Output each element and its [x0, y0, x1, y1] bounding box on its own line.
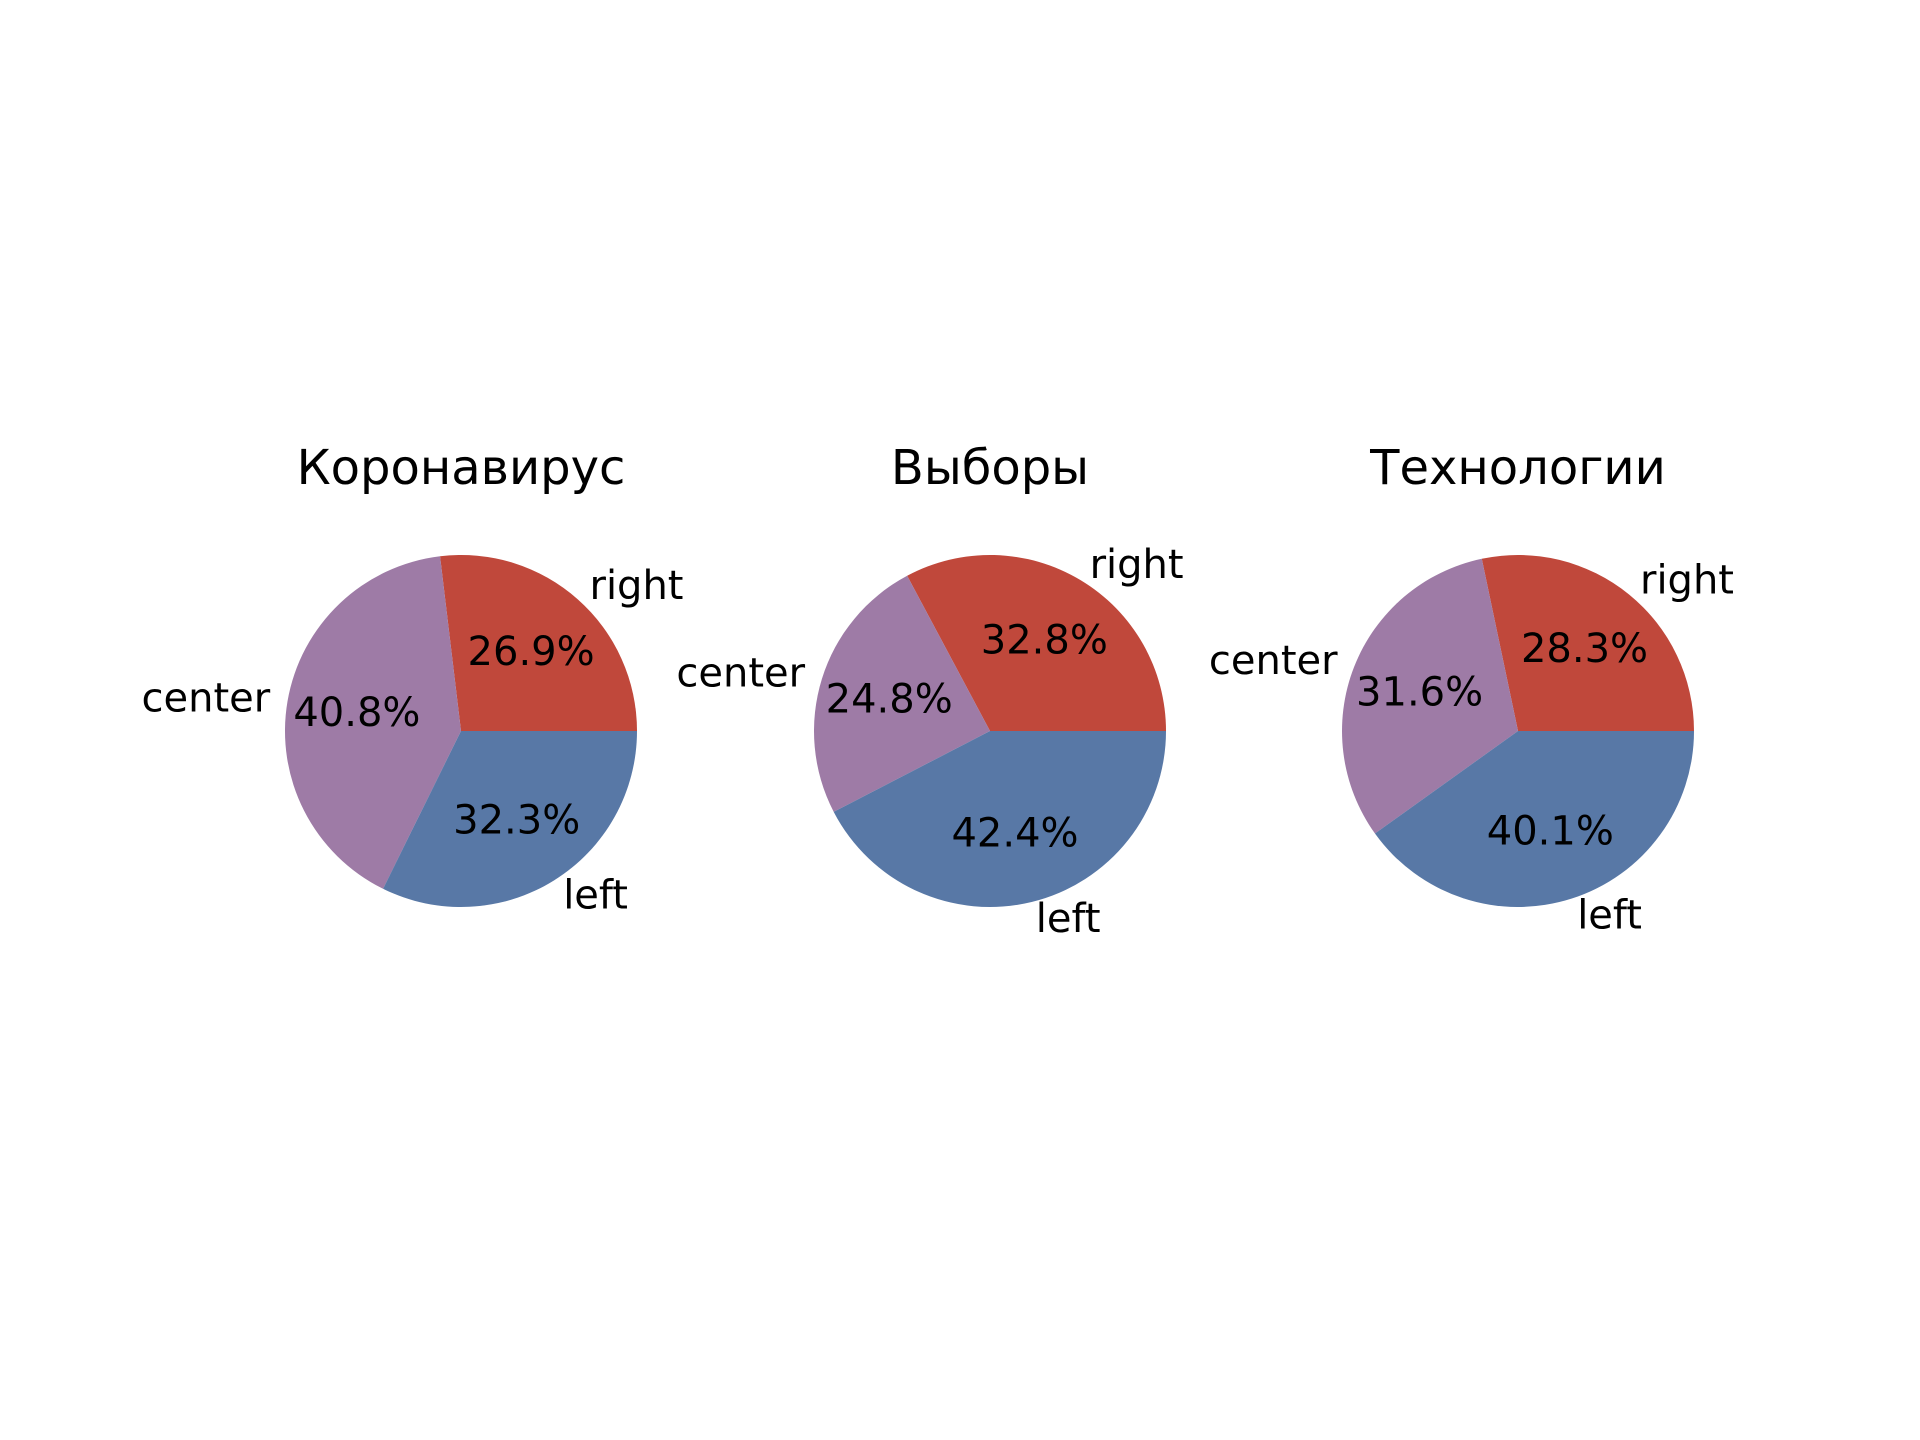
pie-slice-center — [814, 575, 990, 812]
percent-label-right: 32.8% — [981, 617, 1108, 663]
percent-label-right: 28.3% — [1521, 626, 1648, 672]
slice-label-right: right — [1090, 542, 1184, 588]
percent-label-center: 40.8% — [293, 690, 420, 736]
pie-slice-right — [1481, 555, 1694, 731]
chart-title: Коронавирус — [297, 440, 626, 496]
pie-slice-center — [284, 556, 461, 889]
percent-label-left: 42.4% — [951, 811, 1078, 857]
slice-label-right: right — [1640, 558, 1734, 604]
pie-slices — [284, 554, 637, 908]
pie-slice-left — [383, 731, 637, 908]
pie-slice-right — [440, 554, 637, 731]
pie-slices — [814, 555, 1166, 907]
chart-title: Выборы — [891, 440, 1089, 496]
pie-slice-center — [1342, 558, 1518, 834]
slice-label-left: left — [1036, 896, 1101, 942]
slice-label-center: center — [1209, 638, 1338, 684]
pie-slice-right — [907, 555, 1166, 731]
pie-labels: 26.9% right 40.8% center 32.3% left — [141, 563, 683, 918]
pie-labels: 28.3% right 31.6% center 40.1% left — [1209, 558, 1734, 939]
percent-label-center: 31.6% — [1356, 670, 1483, 716]
slice-label-center: center — [676, 651, 805, 697]
slice-label-right: right — [590, 563, 684, 609]
pie-chart-technologies: Технологии 28.3% right 31.6% center 40.1% lef… — [1209, 440, 1734, 938]
pie-chart-elections: Выборы 32.8% right 24.8% center 42.4% left — [676, 440, 1183, 942]
percent-label-left: 32.3% — [453, 798, 580, 844]
pie-slices — [1342, 555, 1694, 907]
chart-title: Технологии — [1369, 440, 1666, 496]
slice-label-left: left — [563, 872, 628, 918]
pie-slice-left — [833, 731, 1166, 907]
percent-label-left: 40.1% — [1487, 809, 1614, 855]
slice-label-center: center — [141, 675, 270, 721]
pie-chart-coronavirus: Коронавирус 26.9% right 40.8% center 32.3% le… — [141, 440, 683, 918]
pie-slice-left — [1374, 731, 1694, 907]
slice-label-left: left — [1577, 892, 1642, 938]
percent-label-center: 24.8% — [826, 677, 953, 723]
pie-labels: 32.8% right 24.8% center 42.4% left — [676, 542, 1183, 942]
percent-label-right: 26.9% — [468, 629, 595, 675]
